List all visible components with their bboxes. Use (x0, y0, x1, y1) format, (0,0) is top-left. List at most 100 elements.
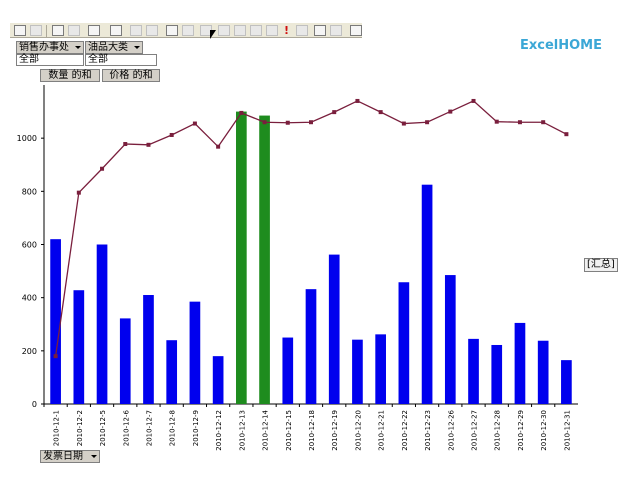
x-tick-label: 2010-12-30 (540, 410, 548, 451)
bar (73, 290, 85, 404)
x-tick-label: 2010-12-20 (354, 410, 362, 451)
show-detail-icon[interactable] (234, 25, 246, 36)
line-point (448, 109, 453, 114)
line-point (100, 166, 105, 171)
toolbar-strip: ! (10, 22, 362, 38)
help-icon[interactable] (350, 25, 362, 36)
x-tick-label: 2010-12-29 (517, 410, 525, 451)
field-settings-icon[interactable] (166, 25, 178, 36)
pivot-wizard-icon[interactable] (14, 25, 26, 36)
field-list-icon[interactable] (314, 25, 326, 36)
line-point (285, 120, 290, 125)
sort-descending-icon[interactable] (146, 25, 158, 36)
line-point (309, 120, 313, 125)
page-field-oil-category-value[interactable]: 全部 (85, 54, 157, 66)
excelhome-logo: ExcelHOME (520, 38, 602, 53)
mouse-cursor-icon (210, 30, 216, 39)
x-tick-label: 2010-12-1 (53, 410, 61, 446)
y-tick-label: 800 (22, 187, 37, 196)
toolbar-separator (46, 25, 47, 37)
bar (282, 337, 294, 404)
x-tick-label: 2010-12-8 (169, 410, 177, 446)
line-point (239, 110, 244, 115)
bar (561, 360, 572, 404)
page-field-office[interactable]: 销售办事处 (16, 41, 84, 54)
line-point (541, 120, 546, 125)
series-button-price[interactable]: 价格 的和 (102, 69, 160, 82)
bar (212, 356, 224, 404)
y-tick-label: 200 (22, 347, 37, 356)
page-field-oil-category-label: 油品大类 (88, 42, 128, 53)
line-point (425, 120, 430, 125)
bar (259, 115, 270, 404)
line-point (471, 98, 476, 103)
page-field-office-value[interactable]: 全部 (16, 54, 84, 66)
x-tick-label: 2010-12-9 (192, 410, 200, 446)
options-icon[interactable] (266, 25, 278, 36)
x-tick-label: 2010-12-28 (494, 410, 502, 451)
delete-icon[interactable] (68, 25, 80, 36)
pivot-toolbar: ! (0, 0, 640, 38)
y-tick-label: 1000 (17, 134, 37, 143)
x-tick-label: 2010-12-15 (285, 410, 293, 451)
refresh-icon[interactable] (218, 25, 230, 36)
x-tick-label: 2010-12-7 (145, 410, 153, 446)
page-field-office-label: 销售办事处 (19, 42, 69, 53)
sort-ascending-icon[interactable] (130, 25, 142, 36)
bar (236, 111, 247, 404)
x-tick-label: 2010-12-12 (215, 410, 223, 451)
bar (143, 295, 154, 404)
line-point (53, 354, 58, 359)
line-point (378, 110, 383, 115)
x-tick-label: 2010-12-13 (238, 410, 246, 451)
bar (375, 334, 386, 404)
bar (468, 338, 479, 404)
line-point (123, 142, 128, 147)
format-icon[interactable] (88, 25, 100, 36)
chevron-down-icon (91, 455, 97, 458)
undo-icon[interactable] (52, 25, 64, 36)
bar (537, 340, 549, 404)
category-field-invoice-date[interactable]: 发票日期 (40, 450, 100, 463)
chart-icon[interactable] (30, 25, 42, 36)
line-point (564, 132, 569, 137)
chevron-down-icon (75, 46, 81, 49)
bar (328, 254, 340, 404)
line-point (332, 110, 337, 115)
pivot-table-icon[interactable] (296, 25, 308, 36)
x-tick-label: 2010-12-27 (471, 410, 479, 451)
bar (305, 289, 317, 404)
bar (421, 184, 433, 404)
bar (50, 239, 61, 404)
bar (444, 275, 456, 404)
bar (189, 301, 201, 404)
line-point (146, 142, 151, 147)
bar (491, 344, 503, 404)
hide-icon[interactable] (330, 25, 342, 36)
x-tick-label: 2010-12-26 (447, 409, 455, 450)
bar (166, 340, 178, 404)
line-point (355, 98, 360, 103)
series-button-quantity[interactable]: 数量 的和 (40, 69, 100, 82)
group-icon[interactable] (182, 25, 194, 36)
line-point (517, 120, 522, 125)
bar (119, 318, 131, 404)
page-field-oil-category[interactable]: 油品大类 (85, 41, 143, 54)
y-tick-label: 0 (32, 400, 37, 409)
error-icon[interactable]: ! (284, 24, 290, 37)
x-tick-label: 2010-12-18 (308, 410, 316, 451)
line-point (216, 144, 221, 149)
line-point (262, 120, 267, 125)
line-point (169, 132, 174, 137)
x-tick-label: 2010-12-21 (378, 410, 386, 451)
hide-detail-icon[interactable] (250, 25, 262, 36)
x-tick-label: 2010-12-23 (424, 410, 432, 451)
bar (352, 339, 363, 404)
table-icon[interactable] (110, 25, 122, 36)
bar (96, 244, 108, 404)
chevron-down-icon (134, 46, 140, 49)
y-tick-label: 600 (22, 241, 37, 250)
line-point (401, 121, 406, 126)
y-tick-label: 400 (22, 294, 37, 303)
